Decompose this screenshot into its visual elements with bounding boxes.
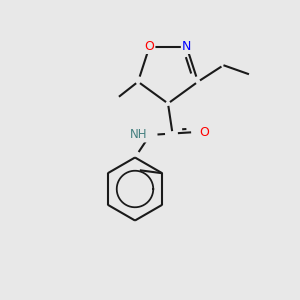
Text: O: O [145,40,154,53]
Text: O: O [199,125,209,139]
Text: N: N [182,40,191,53]
Text: NH: NH [130,128,148,142]
